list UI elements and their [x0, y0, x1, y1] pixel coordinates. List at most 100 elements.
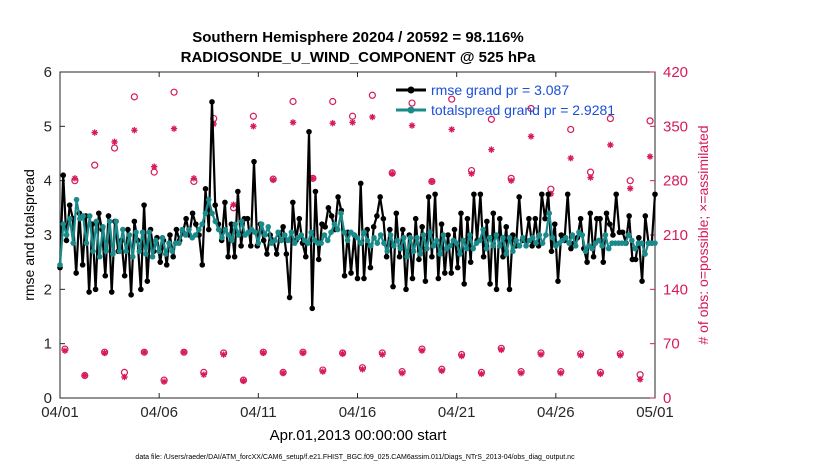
y-right-tick-label: 0: [663, 390, 671, 407]
totalspread-point: [483, 245, 490, 252]
x-tick-label: 04/01: [41, 404, 79, 421]
totalspread-point: [324, 237, 331, 244]
totalspread-point: [500, 234, 506, 241]
totalspread-point: [116, 248, 123, 255]
rmse-point: [590, 253, 597, 260]
x-tick-label: 04/16: [339, 404, 377, 421]
rmse-point: [238, 243, 244, 249]
obs-assimilated-marker: [180, 349, 188, 356]
obs-possible-marker: [110, 144, 119, 152]
rmse-point: [189, 210, 196, 217]
totalspread-point: [374, 240, 381, 246]
rmse-point: [639, 278, 645, 284]
rmse-point: [341, 272, 348, 279]
totalspread-point: [86, 213, 93, 219]
totalspread-point: [321, 232, 328, 238]
obs-possible-marker: [348, 112, 357, 120]
obs-assimilated-marker: [250, 123, 257, 130]
totalspread-point: [417, 251, 424, 257]
totalspread-point: [437, 251, 443, 257]
obs-assimilated-marker: [230, 201, 237, 208]
rmse-point: [652, 191, 658, 198]
totalspread-point: [605, 245, 612, 252]
rmse-point: [102, 272, 109, 279]
totalspread-point: [57, 262, 63, 268]
obs-assimilated-marker: [627, 185, 634, 192]
totalspread-point: [546, 210, 553, 217]
totalspread-point: [407, 234, 414, 241]
totalspread-point: [397, 245, 404, 252]
rmse-point: [374, 213, 380, 219]
obs-assimilated-marker: [438, 367, 445, 375]
totalspread-point: [338, 210, 344, 217]
totalspread-point: [503, 251, 510, 257]
obs-assimilated-marker: [111, 138, 118, 146]
rmse-point: [506, 286, 513, 293]
totalspread-point: [272, 237, 278, 244]
obs-possible-marker: [130, 93, 138, 101]
rmse-point: [626, 213, 632, 219]
totalspread-point: [305, 240, 311, 246]
rmse-point: [202, 186, 209, 192]
rmse-point: [205, 226, 212, 233]
rmse-point: [209, 99, 215, 105]
rmse-point: [167, 232, 173, 238]
totalspread-point: [215, 226, 222, 233]
y-left-tick-label: 5: [44, 118, 52, 135]
obs-possible-marker: [329, 97, 337, 106]
totalspread-point: [318, 240, 324, 246]
y-right-tick-label: 350: [663, 118, 688, 135]
totalspread-point: [496, 243, 503, 249]
obs-possible-marker: [606, 114, 614, 123]
rmse-point: [173, 226, 180, 233]
totalspread-point: [457, 251, 463, 257]
obs-possible-marker: [170, 88, 178, 96]
obs-assimilated-marker: [527, 133, 535, 140]
totalspread-point: [486, 234, 493, 241]
obs-possible-marker: [527, 104, 535, 113]
rmse-point: [283, 251, 290, 257]
totalspread-point: [291, 240, 298, 246]
y-right-tick-label: 280: [663, 173, 688, 190]
totalspread-point: [235, 232, 242, 238]
y-left-tick-label: 1: [44, 336, 52, 353]
totalspread-point: [90, 248, 96, 255]
rmse-point: [464, 215, 471, 222]
obs-assimilated-marker: [408, 122, 416, 129]
legend: rmse grand pr = 3.087 totalspread grand …: [396, 82, 615, 118]
rmse-point: [280, 224, 286, 230]
rmse-point: [131, 218, 138, 225]
x-tick-label: 05/01: [636, 404, 674, 421]
totalspread-point: [285, 237, 291, 244]
totalspread-point: [182, 232, 189, 238]
rmse-point: [545, 191, 552, 198]
totalspread-point: [414, 234, 420, 241]
totalspread-point: [387, 232, 394, 238]
rmse-point: [568, 245, 574, 252]
totalspread-point: [529, 234, 536, 241]
rmse-point: [264, 251, 270, 257]
rmse-point: [60, 172, 67, 179]
obs-assimilated-marker: [160, 378, 168, 385]
totalspread-point: [430, 243, 437, 249]
rmse-point: [367, 264, 374, 271]
obs-assimilated-marker: [200, 371, 207, 378]
totalspread-point: [232, 221, 238, 227]
totalspread-point: [582, 248, 589, 255]
rmse-point: [451, 226, 458, 233]
obs-assimilated-marker: [607, 141, 614, 149]
totalspread-point: [153, 237, 159, 244]
totalspread-point: [523, 243, 529, 249]
totalspread-point: [275, 229, 281, 236]
obs-possible-marker: [91, 161, 99, 169]
rmse-point: [438, 221, 445, 227]
obs-assimilated-marker: [636, 376, 644, 383]
totalspread-point: [602, 232, 609, 238]
y-left-tick-label: 2: [44, 281, 52, 298]
rmse-point: [487, 281, 493, 287]
totalspread-point: [410, 248, 417, 255]
rmse-point: [425, 194, 432, 200]
totalspread-point: [196, 226, 202, 233]
rmse-point: [286, 294, 293, 301]
